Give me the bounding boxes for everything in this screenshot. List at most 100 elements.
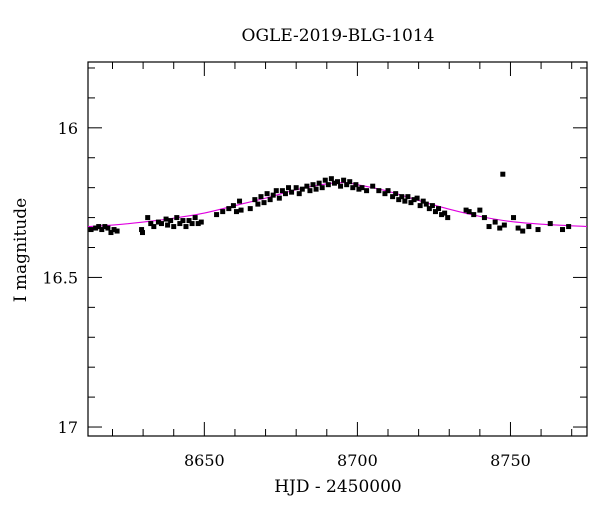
- data-point: [267, 197, 273, 203]
- y-tick-label: 17: [58, 418, 78, 437]
- x-axis-label: HJD - 2450000: [274, 477, 402, 497]
- data-point: [88, 227, 94, 233]
- data-point: [177, 221, 183, 227]
- data-point: [492, 219, 498, 225]
- data-point: [313, 186, 319, 192]
- data-point: [344, 182, 350, 188]
- data-point: [255, 201, 261, 207]
- data-point: [535, 227, 541, 233]
- data-point: [396, 197, 402, 203]
- data-point: [515, 225, 521, 231]
- data-point: [350, 185, 356, 191]
- data-point: [566, 224, 572, 230]
- data-point: [293, 185, 299, 191]
- data-point: [463, 207, 469, 213]
- data-point: [423, 201, 429, 207]
- data-point: [347, 179, 353, 185]
- data-point: [356, 186, 362, 192]
- data-point: [273, 188, 279, 194]
- data-point: [393, 191, 399, 197]
- data-point: [501, 222, 507, 228]
- data-point: [364, 188, 370, 194]
- axis-tick-labels: 8650 8700 8750 16 16.5 17: [42, 119, 530, 470]
- data-point: [526, 224, 532, 230]
- data-point: [481, 215, 487, 221]
- data-point: [331, 180, 337, 186]
- data-point: [99, 227, 105, 233]
- data-point: [186, 218, 192, 224]
- x-tick-label: 8750: [490, 451, 531, 470]
- data-point: [408, 200, 414, 206]
- data-point: [108, 230, 114, 236]
- y-tick-label: 16.5: [42, 268, 78, 287]
- data-point: [341, 177, 347, 183]
- data-point: [338, 183, 344, 189]
- data-point: [411, 197, 417, 203]
- data-point: [382, 191, 388, 197]
- data-point: [370, 183, 376, 189]
- data-point: [547, 221, 553, 227]
- data-point: [417, 203, 423, 209]
- data-point: [230, 203, 236, 209]
- data-point: [279, 188, 285, 194]
- data-point: [105, 225, 111, 231]
- data-point: [102, 224, 108, 230]
- data-point: [165, 222, 171, 228]
- data-point: [252, 197, 258, 203]
- data-point: [247, 206, 253, 212]
- data-point: [316, 180, 322, 186]
- data-point: [270, 192, 276, 198]
- data-point: [310, 182, 316, 188]
- data-point: [286, 185, 292, 191]
- data-point: [174, 215, 180, 221]
- data-point: [402, 198, 408, 204]
- data-point: [420, 198, 426, 204]
- data-point: [238, 207, 244, 213]
- data-point: [319, 185, 325, 191]
- data-point: [258, 194, 264, 200]
- y-axis-label: I magnitude: [11, 198, 31, 302]
- data-point: [163, 216, 169, 222]
- data-point: [264, 191, 270, 197]
- data-point: [145, 215, 151, 221]
- data-point: [139, 230, 145, 236]
- x-tick-label: 8700: [337, 451, 378, 470]
- data-point: [96, 224, 102, 230]
- data-point: [322, 177, 328, 183]
- data-point: [276, 195, 282, 201]
- data-point: [307, 188, 313, 194]
- data-points: [88, 171, 572, 236]
- data-point: [151, 224, 157, 230]
- data-point: [376, 188, 382, 194]
- data-point: [299, 186, 305, 192]
- data-point: [466, 209, 472, 215]
- data-point: [192, 215, 198, 221]
- data-point: [335, 179, 340, 185]
- data-point: [198, 219, 204, 225]
- data-point: [399, 194, 405, 200]
- data-point: [214, 212, 220, 218]
- plot-frame: [87, 61, 588, 437]
- data-point: [220, 209, 226, 215]
- data-point: [511, 215, 517, 221]
- data-point: [442, 210, 448, 216]
- data-point: [111, 227, 117, 233]
- data-point: [477, 207, 483, 213]
- data-point: [180, 218, 186, 224]
- data-point: [168, 218, 174, 224]
- data-point: [139, 227, 145, 233]
- data-point: [414, 195, 420, 201]
- chart-title: OGLE-2019-BLG-1014: [242, 26, 435, 46]
- data-point: [158, 221, 164, 227]
- data-point: [195, 221, 201, 227]
- data-point: [237, 198, 243, 204]
- data-point: [289, 189, 295, 195]
- data-point: [189, 221, 195, 227]
- data-point: [304, 183, 310, 189]
- data-point: [486, 224, 492, 230]
- data-point: [429, 203, 435, 209]
- data-point: [233, 209, 239, 215]
- data-point: [500, 171, 506, 177]
- data-point: [328, 176, 334, 182]
